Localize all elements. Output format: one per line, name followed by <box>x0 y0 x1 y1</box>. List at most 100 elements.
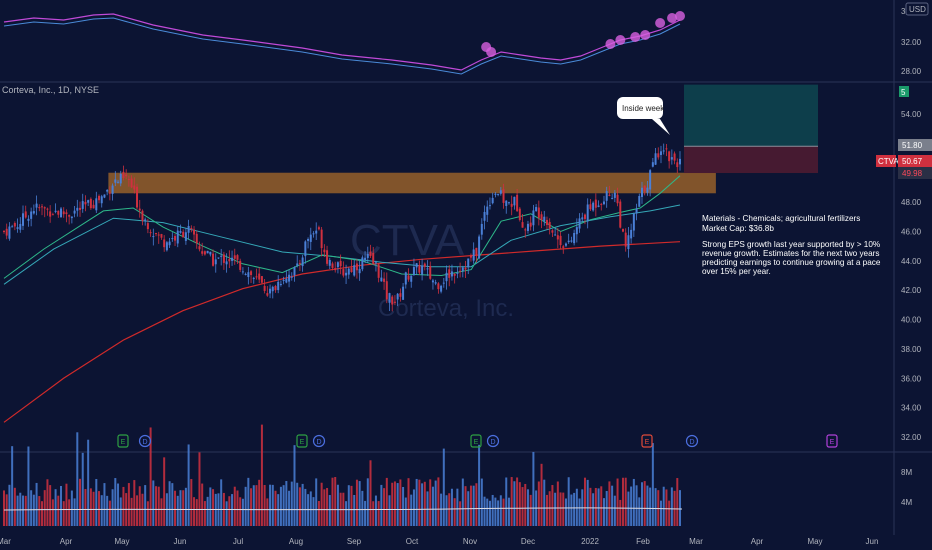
volume-bar <box>649 487 652 526</box>
volume-bar <box>445 495 448 526</box>
candle-body <box>423 263 426 267</box>
candle-body <box>244 273 247 275</box>
volume-bar <box>369 460 372 526</box>
volume-bar <box>336 484 339 526</box>
volume-bar <box>274 490 277 526</box>
volume-bar <box>562 492 565 526</box>
candle-body <box>119 173 122 184</box>
volume-bar <box>429 479 432 526</box>
symbol-title[interactable]: Corteva, Inc., 1D, NYSE <box>2 85 99 95</box>
volume-bar <box>73 498 76 526</box>
candle-body <box>418 265 421 273</box>
volume-bar <box>54 489 57 526</box>
candle-body <box>619 201 622 228</box>
volume-bar <box>518 482 521 526</box>
volume-bar <box>323 489 326 526</box>
volume-bar <box>190 479 193 526</box>
volume-bar <box>271 484 274 526</box>
volume-bar <box>475 483 478 526</box>
volume-bar <box>182 490 185 526</box>
candle-body <box>388 293 391 303</box>
candle-body <box>502 189 505 203</box>
volume-bar <box>410 494 413 526</box>
currency-badge[interactable]: USD <box>905 2 929 16</box>
volume-bar <box>241 498 244 526</box>
volume-bar <box>594 487 597 526</box>
volume-bar <box>184 487 187 526</box>
rs-new-high-dot <box>615 35 626 45</box>
candle-body <box>342 269 345 276</box>
candle-body <box>372 252 375 265</box>
event-marker-label: D <box>689 439 694 446</box>
candle-body <box>176 230 179 244</box>
note-line: over 15% per year. <box>702 267 771 276</box>
candle-body <box>640 187 643 197</box>
candle-body <box>171 238 174 240</box>
event-marker-label: D <box>490 439 495 446</box>
event-marker: E <box>826 434 838 448</box>
candle-body <box>556 235 559 240</box>
candle-body <box>81 201 84 209</box>
candle-body <box>209 251 212 255</box>
candle-body <box>331 263 334 268</box>
volume-bar <box>635 485 638 526</box>
current-price-tag: CTVA 50.67 <box>876 155 932 167</box>
volume-bar <box>296 482 299 526</box>
event-marker: D <box>312 434 326 448</box>
candle-body <box>41 206 44 208</box>
volume-bar <box>442 448 445 526</box>
volume-bar <box>613 495 616 526</box>
volume-bar <box>334 477 337 526</box>
event-marker-label: D <box>142 439 147 446</box>
volume-bar <box>507 497 510 526</box>
volume-bar <box>366 478 369 526</box>
candle-body <box>597 205 600 207</box>
volume-bar <box>532 451 535 526</box>
volume-bar <box>559 492 562 526</box>
candle-body <box>24 211 27 218</box>
candle-body <box>600 203 603 205</box>
inside-week-callout[interactable]: Inside week <box>617 97 670 135</box>
candle-body <box>554 234 557 236</box>
volume-bar <box>252 485 255 526</box>
volume-bar <box>350 485 353 526</box>
dividend-icon <box>312 434 326 448</box>
volume-bar <box>640 482 643 526</box>
candle-body <box>141 210 144 221</box>
candle-body <box>551 230 554 233</box>
candle-body <box>456 272 459 274</box>
volume-bar <box>11 446 14 526</box>
volume-bar <box>193 497 196 526</box>
candle-body <box>260 276 263 283</box>
candle-body <box>540 214 543 220</box>
candle-body <box>22 213 25 226</box>
event-marker-label: E <box>645 439 650 446</box>
volume-bar <box>654 488 657 526</box>
candle-body <box>475 247 478 256</box>
candle-body <box>179 231 182 233</box>
volume-bar <box>624 477 627 526</box>
candle-body <box>421 265 424 275</box>
candle-body <box>288 274 291 282</box>
candle-body <box>11 226 14 228</box>
candle-body <box>638 196 641 207</box>
resistance-zone <box>108 172 716 194</box>
volume-bar <box>260 424 263 526</box>
volume-bar <box>187 444 190 526</box>
candle-body <box>570 240 573 242</box>
note-line: Market Cap: $36.8b <box>702 224 774 233</box>
candle-body <box>32 211 35 214</box>
volume-bar <box>643 481 646 526</box>
price-pane[interactable] <box>3 84 818 423</box>
candle-body <box>3 231 5 233</box>
volume-bar <box>505 477 508 526</box>
candle-body <box>659 151 662 155</box>
volume-bar <box>250 488 253 526</box>
volume-bar <box>407 478 410 526</box>
time-axis[interactable]: Mar Apr May Jun Jul Aug Sep Oct Nov Dec 2022 Feb Mar… <box>0 537 878 546</box>
event-marker-label: E <box>300 439 305 446</box>
rs-new-high-dot <box>655 18 666 28</box>
x-tick-label: Mar <box>689 537 703 546</box>
candle-body <box>407 275 410 280</box>
